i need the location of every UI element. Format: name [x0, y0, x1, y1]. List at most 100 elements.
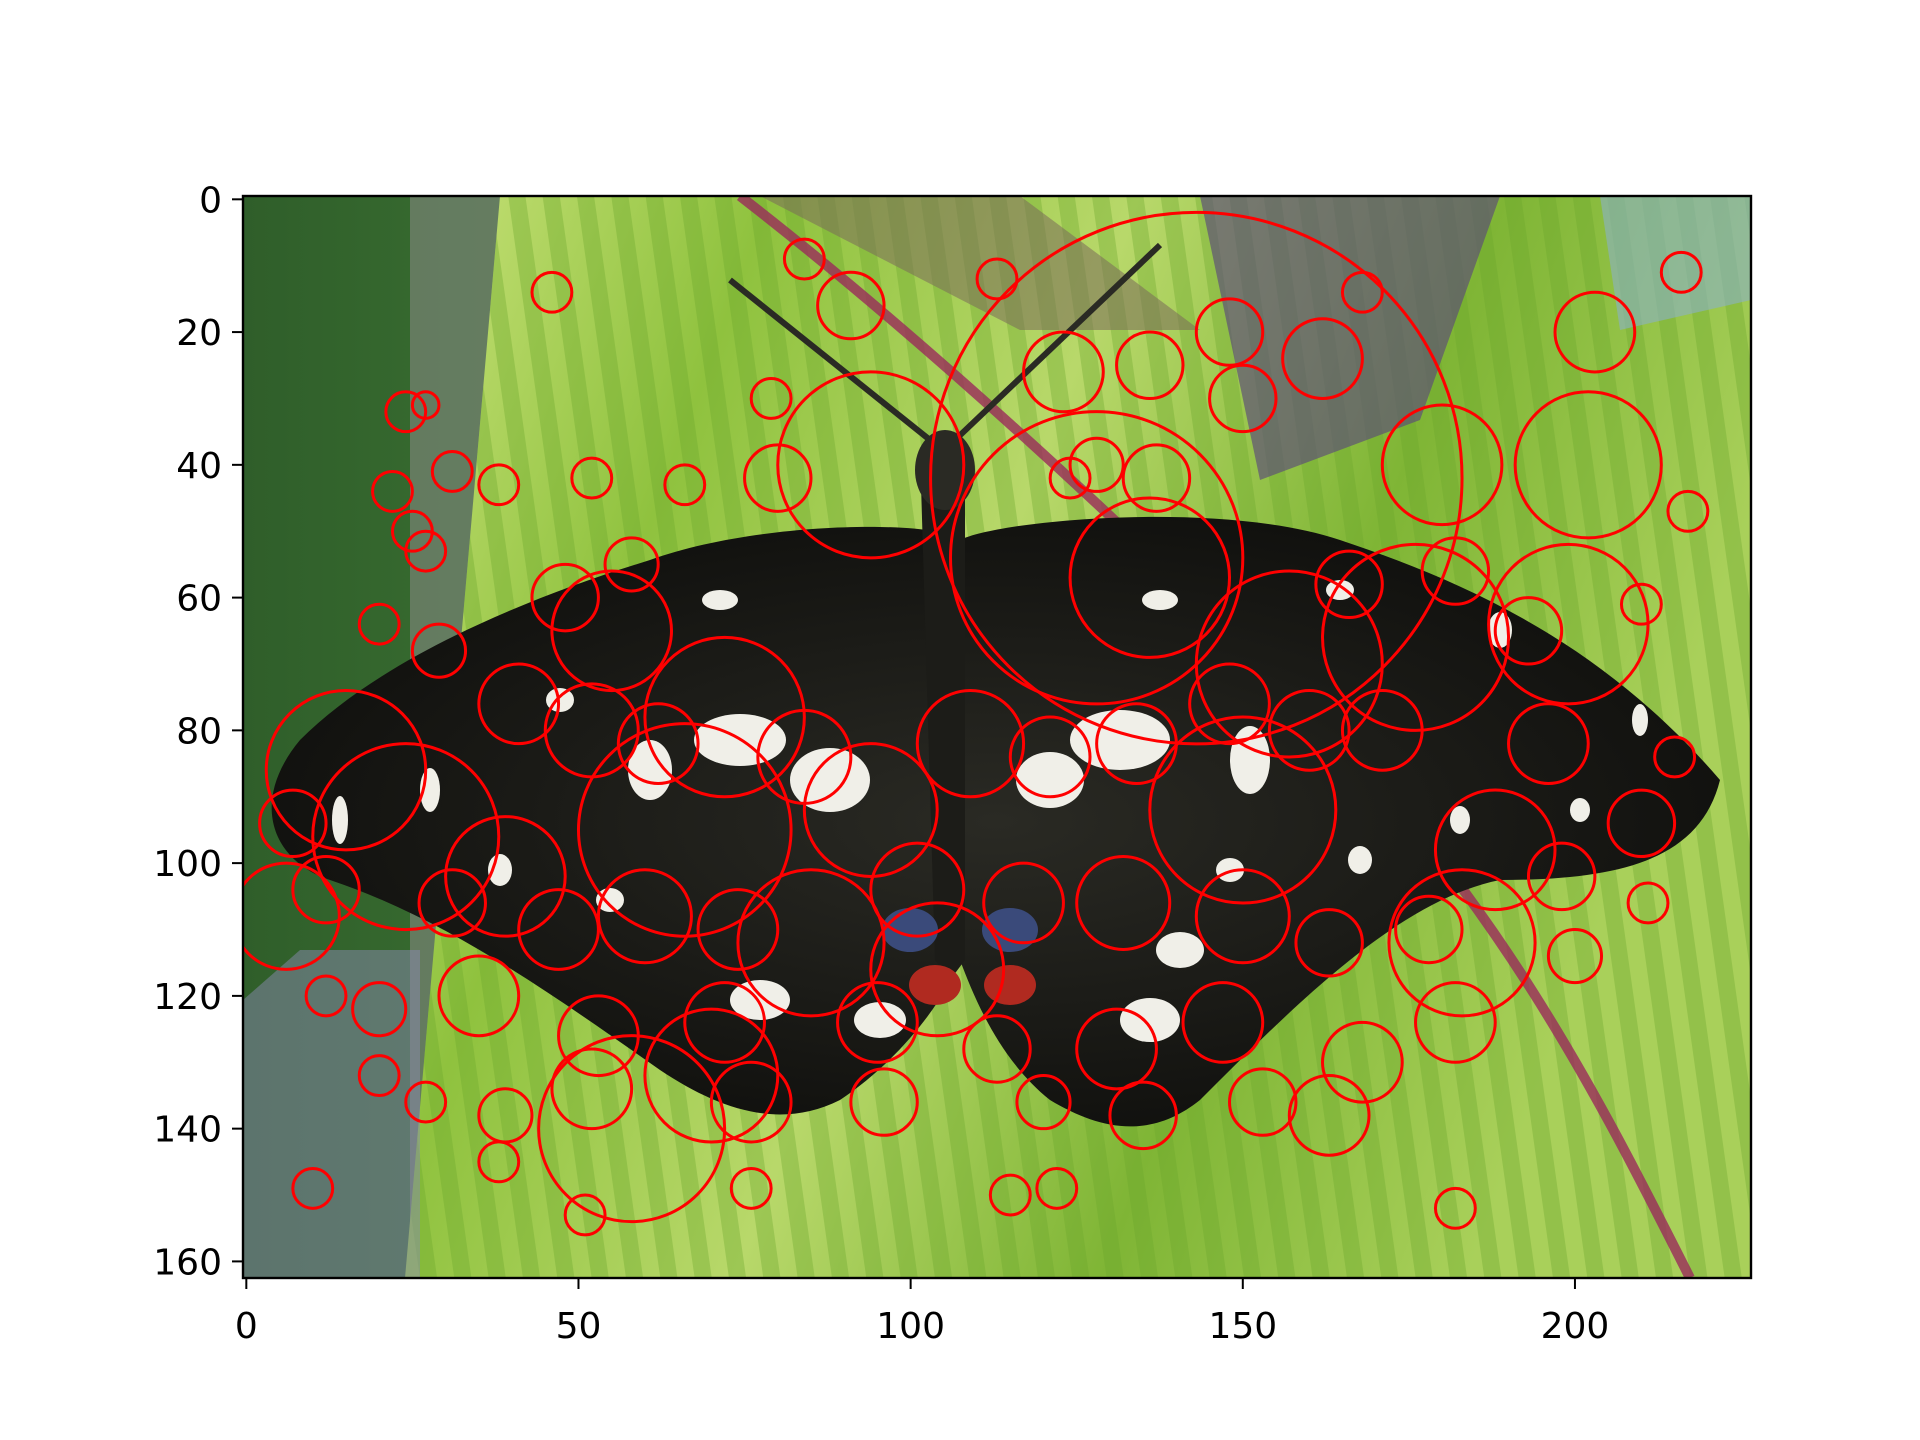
plot-area [243, 196, 1751, 1278]
detected-circle-marker [696, 888, 780, 971]
detected-circle-marker [410, 390, 441, 420]
detected-circle-marker [915, 688, 1026, 799]
detected-circle-marker [384, 390, 428, 434]
detected-circle-marker [477, 1140, 521, 1184]
detected-circle-marker [1420, 536, 1491, 606]
detected-circle-marker [1095, 702, 1178, 785]
detected-circle-marker [709, 1060, 793, 1144]
detected-circle-marker [371, 469, 414, 513]
detected-circle-marker [982, 861, 1065, 945]
y-tick: 40 [176, 446, 243, 487]
x-tick: 200 [1541, 1278, 1609, 1347]
detected-circle-marker [1546, 927, 1604, 985]
detected-circle-marker [643, 1007, 780, 1144]
detected-circle-marker [1526, 841, 1597, 912]
detected-circle-marker [1433, 788, 1557, 912]
detected-circle-marker [749, 377, 793, 420]
detected-circle-marker [550, 1047, 634, 1131]
detected-circle-marker [1659, 250, 1703, 294]
detected-circle-marker [782, 237, 826, 281]
y-tick-label: 140 [153, 1110, 222, 1151]
y-tick-label: 60 [176, 579, 222, 620]
detected-circle-marker [1321, 1020, 1404, 1104]
x-tick-label: 0 [235, 1306, 258, 1347]
detected-circle-marker [477, 662, 561, 746]
detected-circle-marker [962, 1014, 1032, 1084]
detected-circle-marker [517, 888, 600, 971]
y-tick-label: 100 [153, 844, 222, 885]
x-tick: 150 [1208, 1278, 1277, 1347]
detected-circle-marker [1181, 981, 1265, 1064]
detected-circle-marker [291, 1166, 335, 1210]
detected-circle-marker [530, 562, 600, 633]
detected-circle-marker [683, 981, 766, 1064]
detected-circle-marker [243, 861, 341, 971]
detected-circle-marker [1022, 330, 1105, 414]
detected-circle-marker [1108, 1080, 1178, 1151]
detected-circle-marker [1414, 981, 1497, 1064]
y-tick: 0 [199, 180, 243, 221]
detected-circle-marker [988, 1173, 1032, 1217]
x-tick: 100 [876, 1278, 945, 1347]
detected-circle-marker [756, 708, 853, 805]
detected-circle-marker [576, 722, 793, 938]
y-tick: 120 [153, 977, 243, 1018]
detected-circle-marker [1294, 908, 1364, 978]
detected-circle-marker [643, 635, 806, 799]
y-tick-label: 0 [199, 180, 222, 221]
detected-circle-marker [1281, 317, 1364, 400]
detected-circle-marker [1075, 1007, 1158, 1091]
y-tick-label: 80 [176, 711, 222, 752]
detected-circle-marker [1433, 1186, 1477, 1230]
detected-circle-marker [1115, 330, 1185, 400]
detected-circle-marker [477, 463, 521, 507]
detected-circle-marker [563, 1193, 607, 1237]
y-tick: 20 [176, 313, 243, 354]
detected-circle-marker [1075, 854, 1172, 951]
detected-circle-marker [1208, 363, 1278, 434]
y-tick: 160 [153, 1242, 243, 1283]
detected-circle-marker [311, 742, 501, 932]
y-tick-label: 160 [153, 1242, 222, 1283]
detected-circle-marker [1267, 689, 1351, 772]
detected-circle-marker [1387, 868, 1537, 1018]
detected-circle-marker [596, 868, 693, 965]
detected-circle-marker [802, 742, 939, 878]
detected-circle-marker [663, 463, 707, 507]
x-axis: 0 50 100 150 200 [235, 1278, 1609, 1347]
detected-circle-marker [743, 443, 813, 513]
detected-circle-marker [351, 981, 408, 1038]
detected-circle-marker [1653, 735, 1697, 779]
detected-circle-marker [1340, 270, 1384, 314]
butterfly-photo-background [243, 196, 1751, 1278]
detected-circle-marker [264, 688, 428, 852]
detected-circle-marker [1287, 1074, 1371, 1157]
y-tick-label: 20 [176, 313, 222, 354]
detected-circle-marker [304, 974, 348, 1018]
detected-circle-marker [849, 1067, 919, 1137]
plot-frame [241, 194, 1753, 1280]
detected-circle-marker [1048, 456, 1092, 500]
detected-circle-marker [1619, 582, 1663, 626]
detected-circle-marker [603, 536, 660, 593]
y-tick: 80 [176, 711, 243, 752]
x-tick: 50 [556, 1278, 601, 1347]
y-tick: 140 [153, 1110, 243, 1151]
detected-circle-marker [404, 1080, 448, 1124]
detected-circle-marker [530, 270, 574, 314]
detected-circle-marker [404, 529, 448, 573]
detected-circle-marker [1121, 443, 1192, 513]
detected-circle-marker [1194, 569, 1384, 759]
x-tick-label: 150 [1208, 1306, 1277, 1347]
y-axis: 0 20 40 60 80 100 120 140 [153, 180, 243, 1283]
detected-circle-marker [550, 569, 673, 693]
detected-circle-marker [437, 954, 521, 1038]
detected-circle-marker [1507, 702, 1590, 785]
detected-circle-marker [1553, 290, 1637, 374]
detected-circle-marker [1666, 489, 1710, 533]
y-tick: 60 [176, 579, 243, 620]
detected-circle-marker [357, 602, 401, 646]
y-tick-label: 40 [176, 446, 222, 487]
detected-circle-marker [776, 370, 966, 560]
detected-circle-marker [543, 682, 640, 779]
